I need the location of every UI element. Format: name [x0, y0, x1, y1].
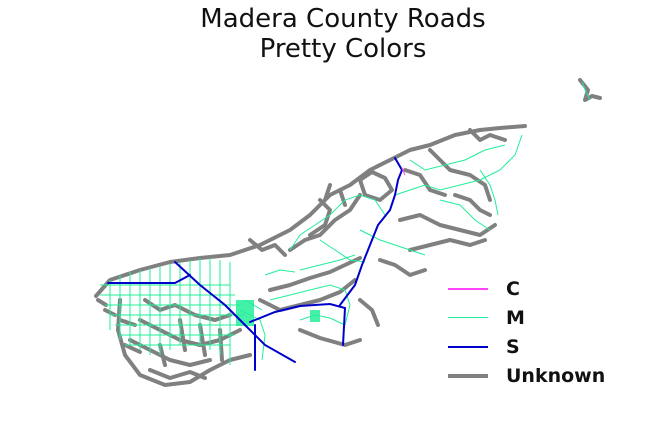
m-road-dense-area — [310, 310, 320, 322]
legend-item-c: C — [446, 274, 626, 303]
unknown-road — [428, 148, 492, 202]
legend-swatch-m — [448, 317, 488, 318]
map-title-line2: Pretty Colors — [259, 34, 427, 64]
s-road — [107, 274, 191, 284]
unknown-road — [288, 193, 362, 252]
m-road — [319, 239, 366, 263]
unknown-road — [453, 193, 492, 217]
unknown-road — [298, 328, 362, 347]
m-road — [581, 81, 591, 101]
map-title-line1: Madera County Roads — [200, 4, 486, 34]
legend-item-m: M — [446, 303, 626, 332]
unknown-road — [578, 78, 602, 102]
m-road — [289, 194, 386, 251]
m-road — [299, 254, 356, 271]
unknown-road — [308, 198, 332, 237]
legend: C M S Unknown — [446, 274, 626, 390]
legend-swatch-c — [448, 287, 488, 290]
legend-swatch-s — [448, 345, 488, 348]
legend-item-s: S — [446, 332, 626, 361]
unknown-road — [468, 128, 507, 142]
m-road — [394, 134, 523, 196]
unknown-road — [258, 278, 357, 312]
s-road — [174, 261, 296, 363]
legend-label-s: S — [506, 335, 520, 358]
unknown-road — [358, 170, 394, 202]
unknown-road — [403, 168, 447, 197]
legend-item-unknown: Unknown — [446, 361, 626, 390]
unknown-road — [268, 256, 362, 292]
unknown-road — [138, 318, 242, 347]
unknown-road — [94, 124, 527, 298]
unknown-road — [358, 298, 380, 327]
s-roads-layer — [107, 157, 404, 371]
m-road — [264, 269, 296, 276]
m-road — [299, 314, 346, 326]
unknown-road — [323, 183, 347, 207]
m-road — [439, 199, 491, 231]
unknown-road — [143, 298, 232, 322]
m-road — [409, 144, 506, 171]
unknown-road — [148, 368, 207, 380]
unknown-road — [96, 298, 117, 317]
unknown-road — [248, 238, 287, 257]
m-road — [100, 284, 245, 346]
map-title: Madera County Roads Pretty Colors — [0, 4, 670, 64]
s-road — [339, 157, 404, 306]
c-roads-layer — [401, 167, 406, 176]
legend-label-c: C — [506, 277, 520, 300]
m-road — [269, 284, 351, 326]
legend-swatch-unknown — [448, 373, 488, 378]
legend-label-m: M — [506, 306, 525, 329]
unknown-road — [398, 213, 497, 237]
unknown-road — [128, 338, 212, 367]
s-road — [249, 302, 347, 346]
c-road — [401, 167, 406, 176]
legend-label-unknown: Unknown — [506, 364, 606, 387]
unknown-road — [408, 238, 487, 252]
m-road — [359, 229, 426, 256]
m-road — [479, 169, 499, 216]
unknown-road — [378, 258, 427, 277]
